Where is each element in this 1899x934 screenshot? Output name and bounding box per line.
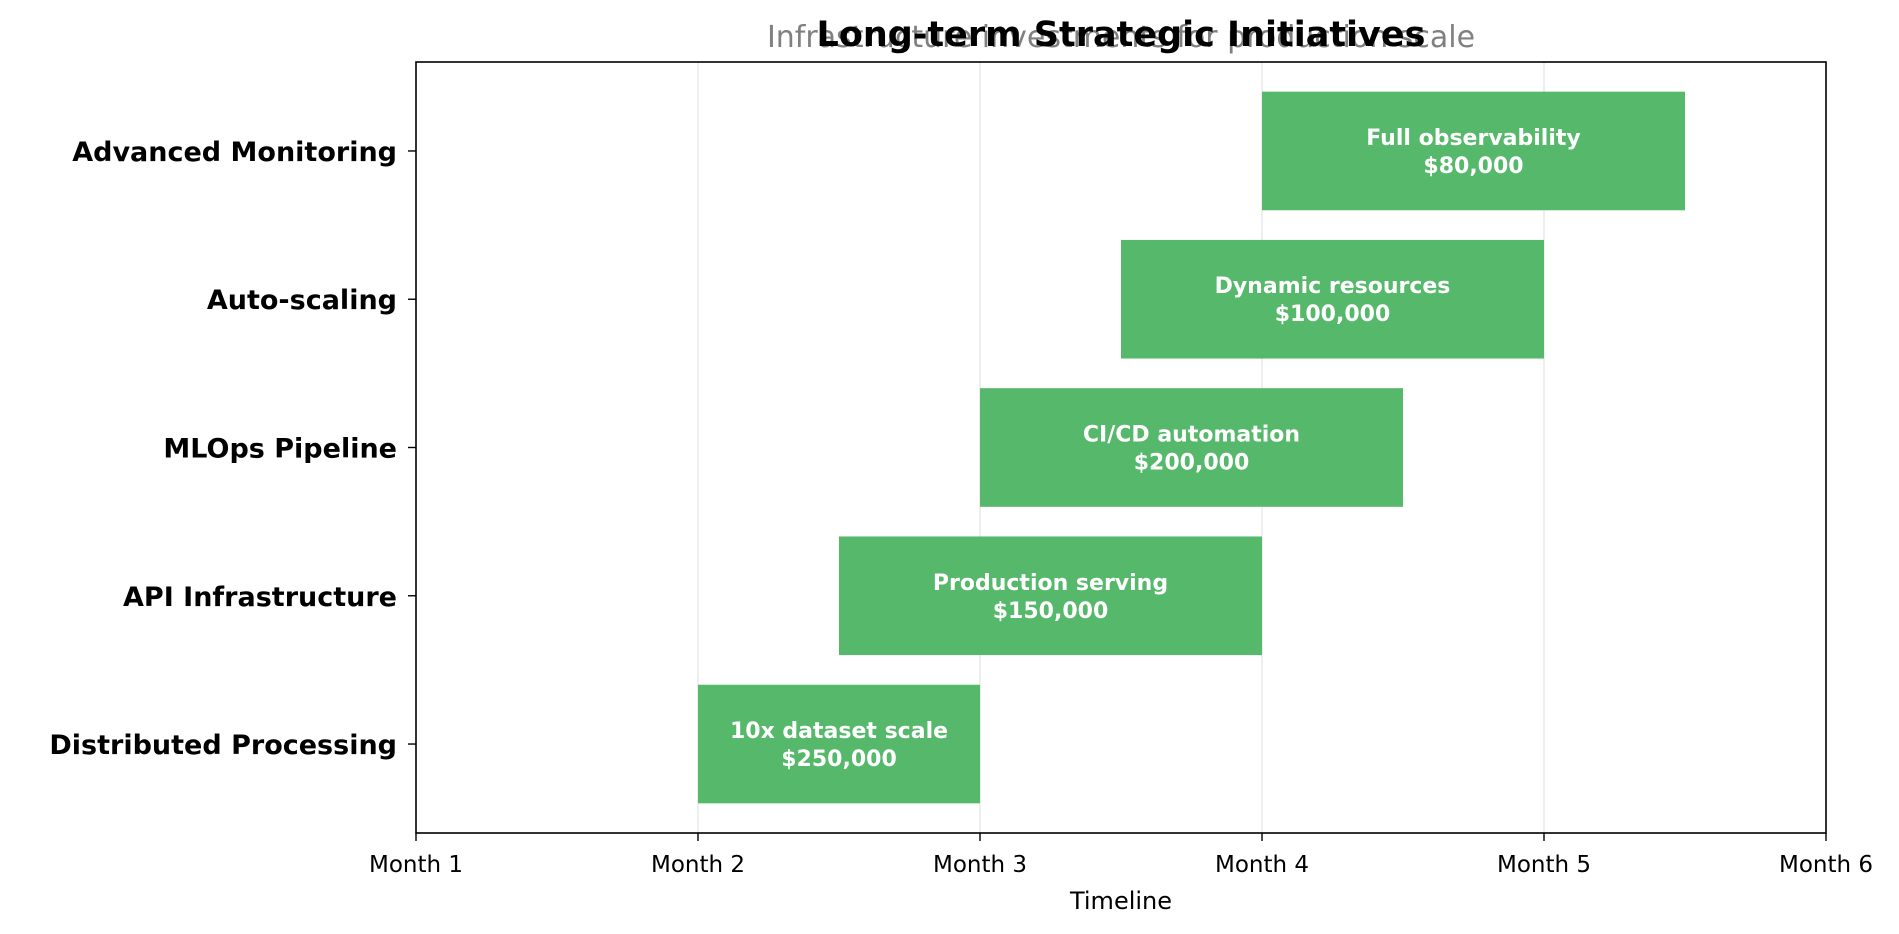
chart-title: Long-term Strategic Initiatives [817,15,1426,55]
x-tick-label: Month 4 [1215,852,1309,878]
bar-label-cost: $80,000 [1423,154,1523,179]
bar-label-cost: $150,000 [993,599,1109,624]
bars-group: 10x dataset scale $250,000 Production serv… [698,91,1685,804]
x-tick-label: Month 6 [1779,852,1873,878]
x-tick-label: Month 2 [651,852,745,878]
y-tick-label: Advanced Monitoring [72,137,397,168]
task-bar [1262,91,1685,211]
bar-label-cost: $250,000 [781,747,897,772]
task-bar [839,536,1262,656]
y-axis: Distributed Processing API Infrastructure… [49,137,416,761]
bar-label-description: Full observability [1366,126,1580,151]
task-bar [698,684,980,804]
bar-label-description: 10x dataset scale [730,719,948,744]
y-tick-label: MLOps Pipeline [163,434,397,465]
y-tick-label: API Infrastructure [123,582,397,613]
chart-subtitle: Infrastructure investments for productio… [767,20,1475,55]
x-tick-label: Month 1 [369,852,463,878]
y-tick-label: Distributed Processing [49,730,397,761]
bar-label-description: CI/CD automation [1083,423,1300,448]
bar-label-cost: $100,000 [1275,302,1391,327]
bar-label-description: Dynamic resources [1215,274,1451,299]
bar-label-cost: $200,000 [1134,451,1250,476]
x-axis: Month 1 Month 2 Month 3 Month 4 Month 5 Month… [369,833,1873,878]
y-tick-label: Auto-scaling [207,285,397,316]
x-tick-label: Month 5 [1497,852,1591,878]
x-axis-label: Timeline [1069,887,1172,915]
task-bar [980,388,1403,507]
x-tick-label: Month 3 [933,852,1027,878]
task-bar [1121,239,1544,359]
bar-label-description: Production serving [933,571,1168,596]
